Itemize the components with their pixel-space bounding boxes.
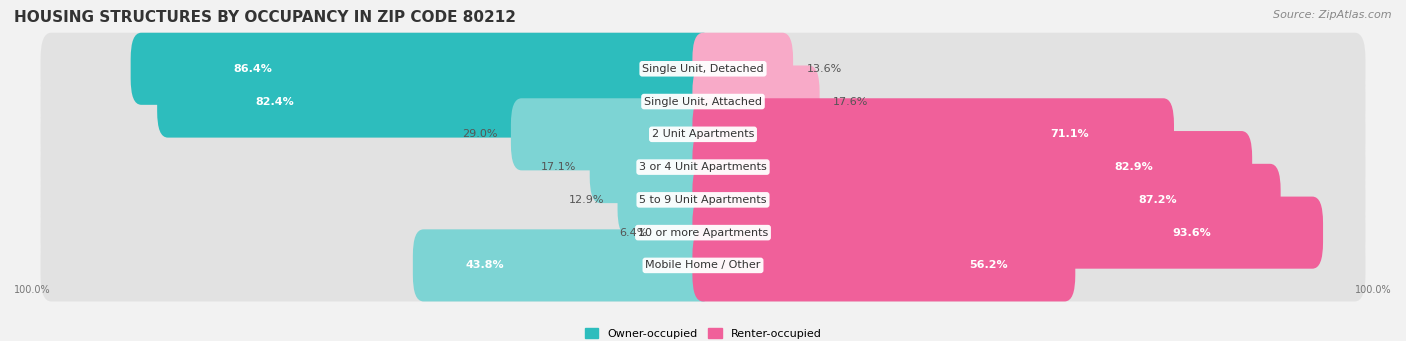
FancyBboxPatch shape bbox=[41, 196, 1365, 269]
Text: 17.1%: 17.1% bbox=[541, 162, 576, 172]
FancyBboxPatch shape bbox=[692, 33, 793, 105]
FancyBboxPatch shape bbox=[41, 98, 1365, 170]
FancyBboxPatch shape bbox=[692, 164, 1281, 236]
Text: 100.0%: 100.0% bbox=[1355, 285, 1392, 295]
FancyBboxPatch shape bbox=[41, 33, 1365, 105]
FancyBboxPatch shape bbox=[131, 33, 714, 105]
Text: 17.6%: 17.6% bbox=[832, 97, 869, 106]
Text: 13.6%: 13.6% bbox=[807, 64, 842, 74]
FancyBboxPatch shape bbox=[661, 196, 714, 269]
Text: 43.8%: 43.8% bbox=[465, 261, 503, 270]
Text: 82.4%: 82.4% bbox=[256, 97, 294, 106]
FancyBboxPatch shape bbox=[41, 229, 1365, 301]
Text: 3 or 4 Unit Apartments: 3 or 4 Unit Apartments bbox=[640, 162, 766, 172]
Text: 71.1%: 71.1% bbox=[1050, 129, 1090, 139]
FancyBboxPatch shape bbox=[692, 98, 1174, 170]
Text: Mobile Home / Other: Mobile Home / Other bbox=[645, 261, 761, 270]
Text: 100.0%: 100.0% bbox=[14, 285, 51, 295]
FancyBboxPatch shape bbox=[510, 98, 714, 170]
Text: 29.0%: 29.0% bbox=[463, 129, 498, 139]
FancyBboxPatch shape bbox=[41, 131, 1365, 203]
Text: 56.2%: 56.2% bbox=[970, 261, 1008, 270]
FancyBboxPatch shape bbox=[589, 131, 714, 203]
Text: 5 to 9 Unit Apartments: 5 to 9 Unit Apartments bbox=[640, 195, 766, 205]
FancyBboxPatch shape bbox=[692, 131, 1253, 203]
FancyBboxPatch shape bbox=[41, 164, 1365, 236]
Text: 93.6%: 93.6% bbox=[1173, 228, 1212, 238]
Text: Single Unit, Attached: Single Unit, Attached bbox=[644, 97, 762, 106]
Text: 87.2%: 87.2% bbox=[1137, 195, 1177, 205]
Text: Single Unit, Detached: Single Unit, Detached bbox=[643, 64, 763, 74]
FancyBboxPatch shape bbox=[617, 164, 714, 236]
FancyBboxPatch shape bbox=[157, 65, 714, 138]
FancyBboxPatch shape bbox=[692, 65, 820, 138]
FancyBboxPatch shape bbox=[692, 229, 1076, 301]
Text: 12.9%: 12.9% bbox=[569, 195, 605, 205]
Text: HOUSING STRUCTURES BY OCCUPANCY IN ZIP CODE 80212: HOUSING STRUCTURES BY OCCUPANCY IN ZIP C… bbox=[14, 10, 516, 25]
FancyBboxPatch shape bbox=[413, 229, 714, 301]
Text: 2 Unit Apartments: 2 Unit Apartments bbox=[652, 129, 754, 139]
Text: 10 or more Apartments: 10 or more Apartments bbox=[638, 228, 768, 238]
FancyBboxPatch shape bbox=[41, 65, 1365, 138]
FancyBboxPatch shape bbox=[692, 196, 1323, 269]
Text: 6.4%: 6.4% bbox=[619, 228, 647, 238]
Legend: Owner-occupied, Renter-occupied: Owner-occupied, Renter-occupied bbox=[581, 324, 825, 341]
Text: Source: ZipAtlas.com: Source: ZipAtlas.com bbox=[1274, 10, 1392, 20]
Text: 82.9%: 82.9% bbox=[1115, 162, 1153, 172]
Text: 86.4%: 86.4% bbox=[233, 64, 273, 74]
